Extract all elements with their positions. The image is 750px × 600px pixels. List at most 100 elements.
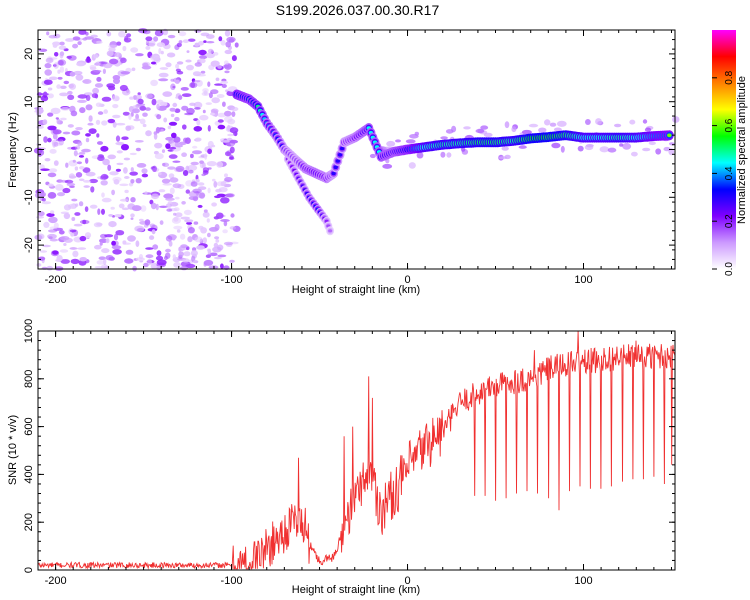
- noise-blob: [74, 166, 79, 171]
- ridge-trace-core: [667, 133, 672, 138]
- noise-blob: [152, 165, 157, 172]
- noise-blob: [181, 152, 188, 157]
- noise-blob: [151, 98, 157, 106]
- noise-blob: [44, 69, 52, 76]
- noise-blob: [123, 157, 131, 161]
- noise-blob: [151, 193, 160, 200]
- noise-blob: [52, 250, 59, 255]
- noise-blob: [54, 52, 59, 57]
- noise-blob: [199, 55, 208, 60]
- noise-blob: [89, 178, 98, 184]
- noise-blob: [141, 65, 152, 70]
- noise-blob: [158, 78, 169, 82]
- noise-blob: [126, 33, 132, 38]
- noise-blob: [73, 70, 83, 76]
- noise-blob: [227, 133, 234, 137]
- noise-blob: [139, 254, 143, 260]
- noise-blob: [144, 191, 148, 195]
- noise-blob: [185, 59, 192, 63]
- noise-blob: [122, 111, 130, 116]
- noise-blob: [79, 107, 86, 114]
- noise-blob: [193, 260, 199, 264]
- noise-blob: [46, 213, 55, 217]
- noise-blob: [202, 237, 207, 244]
- noise-blob: [119, 198, 129, 202]
- noise-blob: [101, 197, 112, 203]
- noise-blob: [121, 207, 130, 211]
- noise-blob: [198, 41, 204, 46]
- noise-blob: [73, 223, 83, 227]
- noise-blob: [223, 241, 234, 246]
- noise-blob: [202, 167, 209, 173]
- noise-blob: [192, 188, 202, 194]
- noise-blob: [194, 42, 200, 47]
- noise-blob: [169, 107, 176, 112]
- noise-blob: [108, 214, 114, 217]
- noise-blob: [95, 119, 101, 125]
- noise-blob: [85, 133, 91, 137]
- noise-blob: [221, 84, 227, 88]
- noise-blob: [112, 114, 121, 119]
- noise-blob: [135, 113, 140, 120]
- noise-blob: [108, 85, 116, 91]
- noise-blob: [151, 229, 156, 235]
- noise-blob: [174, 79, 180, 84]
- ridge-spread: [584, 144, 594, 151]
- noise-blob: [179, 233, 186, 240]
- noise-blob: [132, 108, 140, 114]
- noise-blob: [198, 49, 207, 56]
- noise-blob: [214, 195, 222, 199]
- noise-blob: [137, 92, 141, 96]
- noise-blob: [220, 181, 227, 187]
- noise-blob: [170, 83, 176, 91]
- noise-blob: [185, 189, 190, 194]
- noise-blob: [176, 229, 181, 233]
- noise-blob: [215, 239, 220, 243]
- noise-blob: [119, 84, 128, 92]
- noise-blob: [140, 205, 147, 212]
- noise-blob: [165, 248, 171, 253]
- noise-blob: [170, 113, 175, 118]
- noise-blob: [48, 236, 53, 240]
- noise-blob: [109, 171, 119, 176]
- noise-blob: [82, 79, 92, 84]
- noise-blob: [224, 49, 233, 55]
- noise-blob: [222, 101, 226, 107]
- noise-blob: [168, 121, 178, 126]
- noise-blob: [211, 202, 218, 207]
- ridge-spread: [416, 152, 424, 159]
- noise-blob: [47, 112, 54, 117]
- ridge-spread: [599, 146, 610, 153]
- noise-blob: [200, 70, 206, 74]
- noise-blob: [84, 92, 93, 96]
- noise-blob: [165, 136, 174, 141]
- spectrogram-x-tick-label: 0: [404, 274, 410, 286]
- colorbar-tick-label: 0.2: [724, 214, 735, 228]
- noise-blob: [186, 64, 194, 71]
- noise-blob: [41, 201, 52, 205]
- noise-blob: [96, 260, 105, 265]
- ridge-spread: [446, 152, 452, 158]
- colorbar-label: Normalized spectral amplitude: [736, 76, 748, 224]
- noise-blob: [142, 112, 148, 117]
- noise-blob: [130, 197, 136, 203]
- noise-blob: [56, 84, 61, 89]
- noise-blob: [92, 87, 99, 94]
- noise-blob: [78, 29, 87, 35]
- noise-blob: [88, 115, 93, 122]
- spectrogram-y-tick-label: 20: [23, 48, 35, 60]
- noise-blob: [161, 105, 167, 109]
- noise-blob: [115, 168, 121, 172]
- noise-blob: [138, 218, 144, 222]
- noise-blob: [122, 45, 127, 52]
- noise-blob: [178, 141, 187, 146]
- noise-blob: [47, 172, 57, 178]
- noise-blob: [173, 225, 183, 230]
- spectrogram-y-axis-label: Frequency (Hz): [7, 112, 19, 188]
- noise-blob: [135, 240, 140, 247]
- noise-blob: [174, 142, 180, 147]
- noise-blob: [72, 159, 76, 163]
- spectrogram-y-tick-label: -10: [23, 189, 35, 205]
- noise-blob: [47, 87, 53, 91]
- noise-blob: [215, 77, 220, 82]
